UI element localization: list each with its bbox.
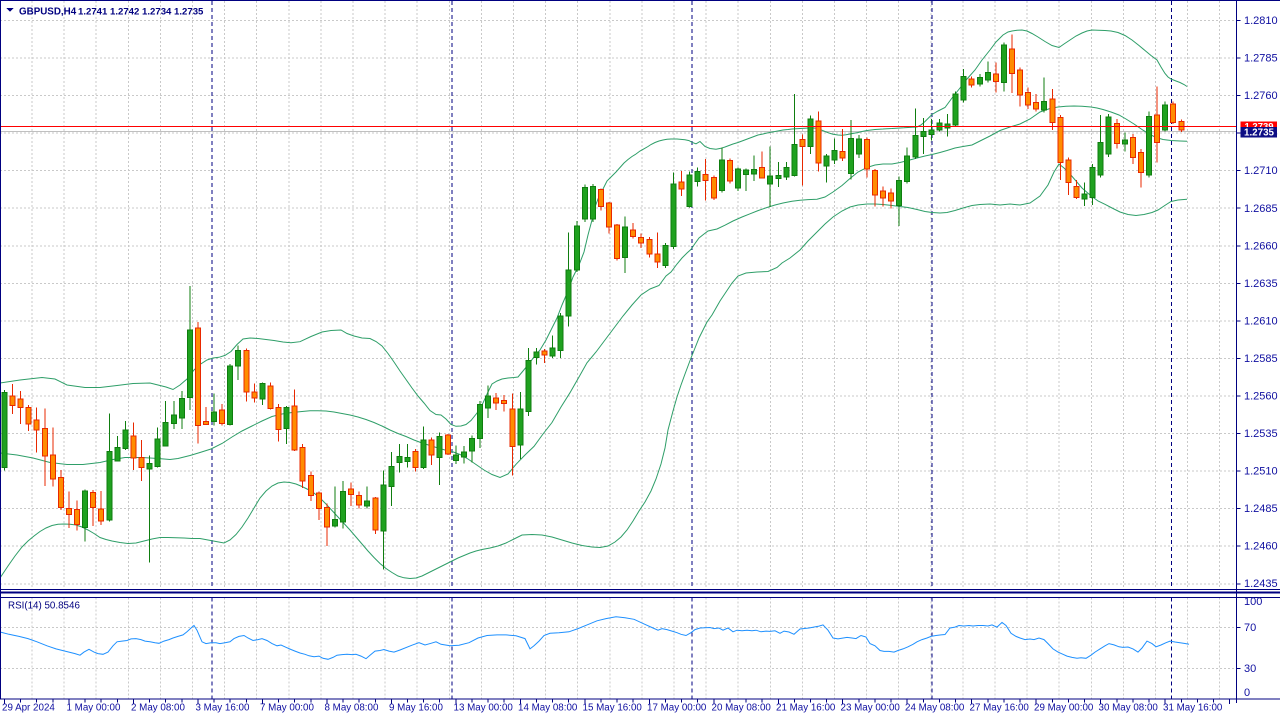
svg-text:29 Apr 2024: 29 Apr 2024 [2,703,55,714]
svg-text:14 May 08:00: 14 May 08:00 [518,703,578,714]
svg-text:1.2785: 1.2785 [1244,53,1278,65]
svg-text:1.2435: 1.2435 [1244,578,1278,590]
svg-text:1.2510: 1.2510 [1244,466,1278,478]
svg-text:30: 30 [1244,663,1256,675]
svg-text:1.2735: 1.2735 [1244,128,1275,139]
svg-text:1.2685: 1.2685 [1244,203,1278,215]
svg-text:15 May 16:00: 15 May 16:00 [583,703,643,714]
svg-text:GBPUSD,H4: GBPUSD,H4 [19,7,77,18]
svg-text:1.2760: 1.2760 [1244,90,1278,102]
svg-text:17 May 00:00: 17 May 00:00 [647,703,707,714]
svg-text:1.2585: 1.2585 [1244,353,1278,365]
svg-text:27 May 16:00: 27 May 16:00 [970,703,1030,714]
svg-text:1.2485: 1.2485 [1244,503,1278,515]
svg-text:70: 70 [1244,622,1256,634]
svg-text:2 May 08:00: 2 May 08:00 [131,703,185,714]
svg-text:13 May 00:00: 13 May 00:00 [454,703,514,714]
svg-text:7 May 00:00: 7 May 00:00 [260,703,314,714]
svg-text:1 May 00:00: 1 May 00:00 [67,703,121,714]
svg-text:9 May 16:00: 9 May 16:00 [389,703,443,714]
svg-text:1.2635: 1.2635 [1244,278,1278,290]
svg-text:1.2741 1.2742 1.2734 1.2735: 1.2741 1.2742 1.2734 1.2735 [78,7,204,18]
svg-text:29 May 00:00: 29 May 00:00 [1034,703,1094,714]
svg-text:1.2660: 1.2660 [1244,240,1278,252]
svg-text:1.2810: 1.2810 [1244,15,1278,27]
svg-text:1.2460: 1.2460 [1244,541,1278,553]
svg-text:8 May 08:00: 8 May 08:00 [325,703,379,714]
svg-text:1.2610: 1.2610 [1244,315,1278,327]
svg-text:23 May 00:00: 23 May 00:00 [841,703,901,714]
svg-text:1.2710: 1.2710 [1244,165,1278,177]
svg-text:30 May 08:00: 30 May 08:00 [1099,703,1159,714]
svg-text:RSI(14) 50.8546: RSI(14) 50.8546 [8,601,80,612]
svg-text:31 May 16:00: 31 May 16:00 [1163,703,1223,714]
svg-text:1.2560: 1.2560 [1244,391,1278,403]
svg-text:100: 100 [1244,596,1262,608]
svg-text:24 May 08:00: 24 May 08:00 [905,703,965,714]
svg-text:3 May 16:00: 3 May 16:00 [196,703,250,714]
svg-text:20 May 08:00: 20 May 08:00 [712,703,772,714]
svg-text:1.2535: 1.2535 [1244,428,1278,440]
svg-text:0: 0 [1244,687,1250,699]
svg-text:21 May 16:00: 21 May 16:00 [776,703,836,714]
